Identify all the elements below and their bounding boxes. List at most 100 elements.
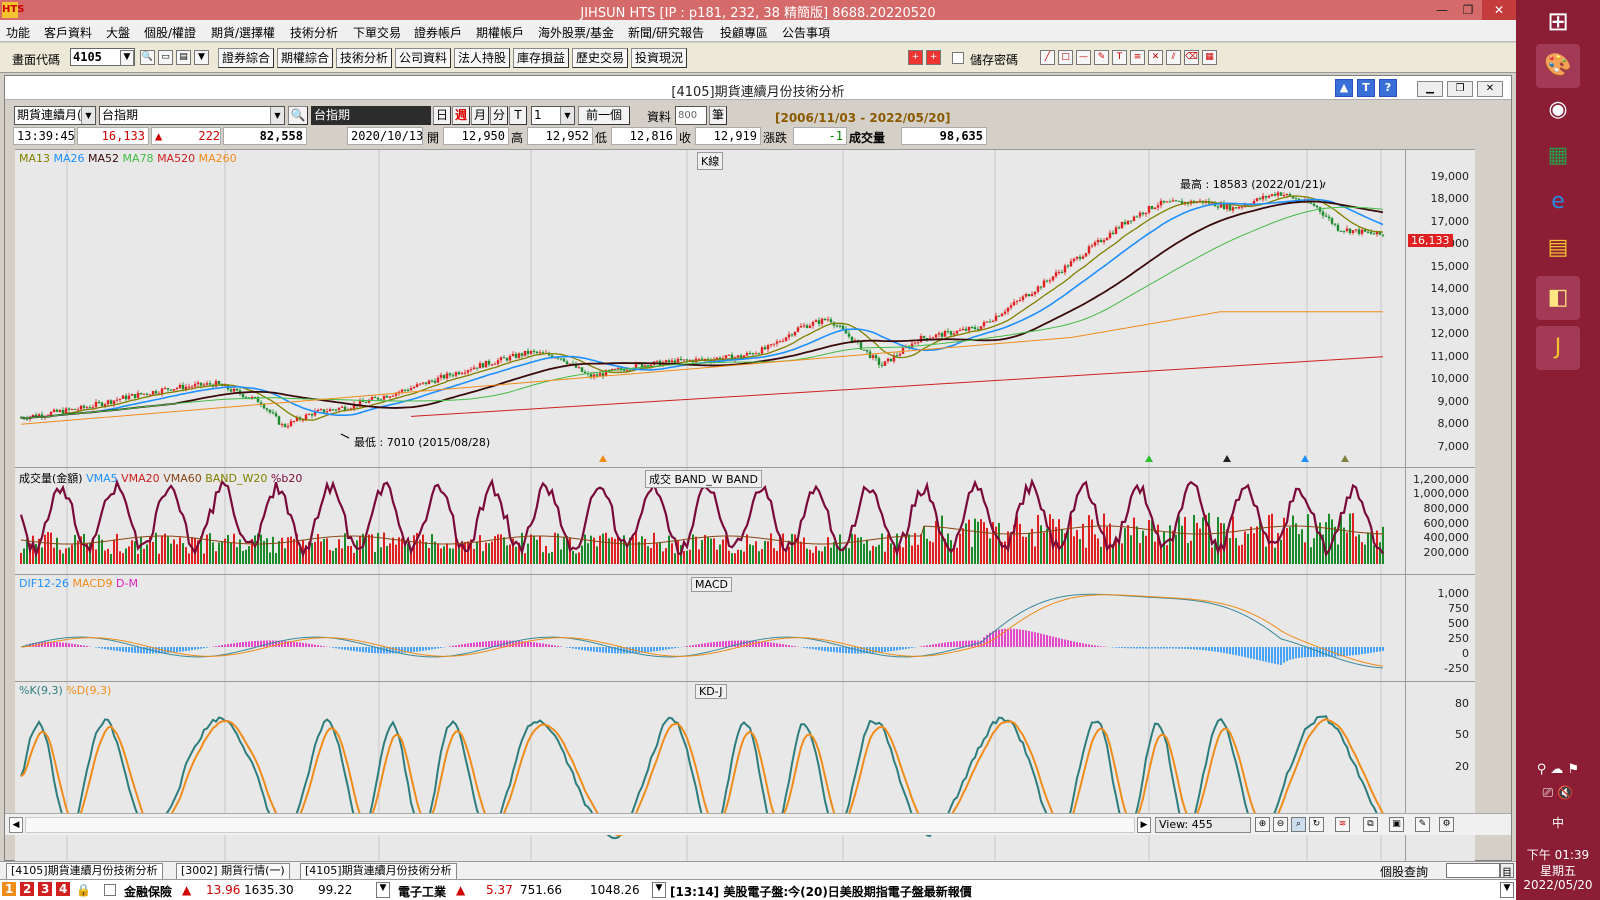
menu-item-overseas[interactable]: 海外股票/基金	[538, 26, 615, 40]
chevron-down-icon[interactable]: ▼	[376, 882, 390, 898]
excel-icon[interactable]: ▦	[1547, 143, 1569, 168]
refresh-icon[interactable]: ↻	[1309, 817, 1324, 832]
chevron-down-icon[interactable]: ▼	[652, 882, 666, 898]
restore-icon[interactable]: ❐	[1462, 3, 1474, 17]
hts-app-icon[interactable]: J	[1536, 326, 1580, 370]
menu-item-announcements[interactable]: 公告事項	[782, 26, 831, 40]
macd-panel[interactable]: DIF12-26 MACD9 D-M MACD 1,000 750 500 250 0 -…	[15, 574, 1475, 682]
news-ticker[interactable]: [13:14] 美股電子盤:今(20)日美股期指電子盤最新報價	[670, 885, 972, 899]
menu-item-market[interactable]: 大盤	[106, 26, 131, 40]
status-num-4[interactable]: 4	[56, 882, 71, 896]
search-icon[interactable]: 🔍	[140, 50, 155, 65]
draw-erase-icon[interactable]: ⌫	[1184, 50, 1199, 65]
unit-button[interactable]: 筆	[709, 106, 727, 125]
freq-day-button[interactable]: 日	[433, 106, 451, 125]
draw-text-icon[interactable]: T	[1112, 50, 1127, 65]
triangle-icon[interactable]: ▲	[1335, 79, 1353, 97]
chevron-down-icon[interactable]: ▼	[1500, 882, 1514, 898]
text-tool-icon[interactable]: T	[1357, 79, 1375, 97]
tab-4105[interactable]: [4105]期貨連續月份技術分析	[300, 863, 457, 879]
freq-week-button[interactable]: 週	[452, 106, 470, 125]
status-num-3[interactable]: 3	[38, 882, 53, 896]
kline-plot[interactable]	[15, 150, 1405, 468]
freq-month-button[interactable]: 月	[471, 106, 489, 125]
print-icon[interactable]: ▤	[176, 50, 191, 65]
scroll-left-icon[interactable]: ◀	[9, 817, 23, 833]
menu-item-client[interactable]: 客戶資料	[44, 26, 93, 40]
draw-fib-icon[interactable]: ≡	[1130, 50, 1145, 65]
technical-analysis-button[interactable]: 技術分析	[336, 48, 393, 68]
screen-code-input[interactable]: 4105	[70, 48, 135, 66]
prev-item-button[interactable]: 前一個	[578, 106, 630, 125]
draw-cross-icon[interactable]: ✕	[1148, 50, 1163, 65]
draw-settings-icon[interactable]: ▦	[1202, 50, 1217, 65]
ie-icon[interactable]: e	[1551, 189, 1565, 214]
trade-history-button[interactable]: 歷史交易	[572, 48, 629, 68]
draw-line-icon[interactable]: ╱	[1040, 50, 1055, 65]
interval-select[interactable]: 1 ▼	[531, 106, 575, 125]
close-icon[interactable]: ✕	[1482, 0, 1516, 20]
chrome-icon[interactable]: ◉	[1548, 97, 1568, 122]
child-close-icon[interactable]: ✕	[1477, 81, 1503, 97]
chevron-down-icon[interactable]: ▼	[120, 50, 134, 66]
stock-query-go-button[interactable]: 目	[1500, 863, 1514, 879]
macd-plot[interactable]	[15, 575, 1405, 682]
flag-icon[interactable]: +	[908, 50, 923, 65]
kd-plot[interactable]	[15, 682, 1405, 868]
tab-3002[interactable]: [3002] 期貨行情(一)	[176, 863, 290, 879]
status-num-1[interactable]: 1	[2, 882, 17, 896]
scroll-right-icon[interactable]: ▶	[1137, 817, 1151, 833]
data-count-input[interactable]: 800	[675, 106, 707, 125]
volume-plot[interactable]	[15, 468, 1405, 575]
flag-alt-icon[interactable]: +	[926, 50, 941, 65]
menu-item-futures[interactable]: 期貨/選擇權	[211, 26, 276, 40]
stock-query-input[interactable]	[1446, 863, 1500, 878]
menu-item-advisory[interactable]: 投顧專區	[720, 26, 769, 40]
folder-icon[interactable]: ▭	[158, 50, 173, 65]
indicator-icon[interactable]: ≋	[1335, 817, 1350, 832]
menu-item-securities-account[interactable]: 證券帳戶	[414, 26, 463, 40]
zoom-in-icon[interactable]: ⊕	[1255, 817, 1270, 832]
child-restore-icon[interactable]: ❐	[1447, 81, 1473, 97]
kd-panel[interactable]: %K(9,3) %D(9,3) KD-J 80 50 20	[15, 681, 1475, 868]
investment-status-button[interactable]: 投資現況	[631, 48, 688, 68]
ime-indicator[interactable]: 中	[1551, 816, 1564, 830]
menu-item-stocks[interactable]: 個股/權證	[144, 26, 197, 40]
menu-item-function[interactable]: 功能	[6, 26, 31, 40]
gear-icon[interactable]: ⚙	[1439, 817, 1454, 832]
freq-tick-button[interactable]: T	[509, 106, 527, 125]
status-num-2[interactable]: 2	[20, 882, 35, 896]
freq-minute-button[interactable]: 分	[490, 106, 508, 125]
child-minimize-icon[interactable]: ▁	[1417, 81, 1443, 97]
draw-pen-icon[interactable]: ✎	[1094, 50, 1109, 65]
futures-summary-button[interactable]: 期權綜合	[277, 48, 334, 68]
save-password-checkbox[interactable]	[952, 52, 964, 64]
draw-rect-icon[interactable]: □	[1058, 50, 1073, 65]
status-checkbox[interactable]	[104, 884, 116, 896]
menu-toggle-icon[interactable]: ▼	[194, 50, 209, 65]
copy-icon[interactable]: ⧉	[1363, 817, 1378, 832]
lock-icon[interactable]: 🔒	[76, 883, 91, 897]
magnifier-icon[interactable]: ⌕	[1291, 817, 1306, 832]
menu-item-futures-account[interactable]: 期權帳戶	[476, 26, 525, 40]
chart-area[interactable]: MA13 MA26 MA52 MA78 MA520 MA260 K線 最高 : …	[15, 149, 1475, 885]
institutional-holdings-button[interactable]: 法人持股	[454, 48, 511, 68]
draw-hline-icon[interactable]: —	[1076, 50, 1091, 65]
search-icon[interactable]: 🔍	[288, 106, 308, 125]
draw-channel-icon[interactable]: ⫽	[1166, 50, 1181, 65]
menu-item-order[interactable]: 下單交易	[353, 26, 402, 40]
help-icon[interactable]: ?	[1379, 79, 1397, 97]
company-info-button[interactable]: 公司資料	[395, 48, 452, 68]
menu-item-technical[interactable]: 技術分析	[290, 26, 339, 40]
menu-item-news[interactable]: 新聞/研究報告	[628, 26, 705, 40]
windows-start-icon[interactable]: ⊞	[1547, 7, 1569, 37]
symbol-select[interactable]: 台指期 ▼	[99, 106, 285, 125]
inventory-pl-button[interactable]: 庫存損益	[513, 48, 570, 68]
paint-icon[interactable]: 🎨	[1536, 44, 1580, 88]
minimize-icon[interactable]: —	[1436, 3, 1448, 17]
file-explorer-icon[interactable]: ▤	[1547, 235, 1569, 260]
kline-panel[interactable]: MA13 MA26 MA52 MA78 MA520 MA260 K線 最高 : …	[15, 149, 1475, 468]
pencil-icon[interactable]: ✎	[1415, 817, 1430, 832]
securities-summary-button[interactable]: 證券綜合	[218, 48, 275, 68]
sticky-notes-icon[interactable]: ◧	[1536, 276, 1580, 320]
